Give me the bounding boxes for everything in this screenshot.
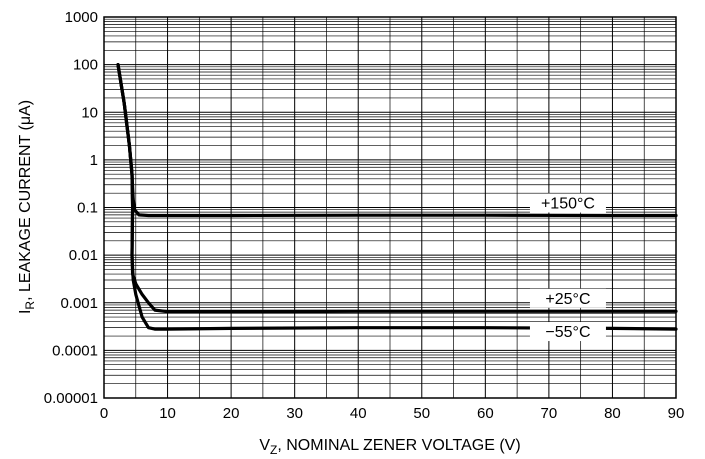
- series-layer: [116, 62, 678, 331]
- series-label-background: [529, 322, 606, 342]
- y-tick-label: 0.001: [60, 295, 98, 312]
- y-tick-label: 0.00001: [44, 390, 98, 407]
- x-tick-label: 10: [159, 405, 176, 422]
- series-label-background: [529, 288, 606, 308]
- x-tick-label: 20: [223, 405, 240, 422]
- y-tick-label: 0.01: [69, 247, 98, 264]
- x-tick-label: 80: [604, 405, 621, 422]
- y-tick-label: 10: [81, 104, 98, 121]
- plot-frame: [103, 16, 677, 399]
- y-axis-title: IR, LEAKAGE CURRENT (μA): [17, 100, 37, 314]
- y-tick-label: 1000: [65, 9, 98, 26]
- x-tick-label: 0: [100, 405, 108, 422]
- series-label: +150°C: [541, 196, 595, 213]
- x-tick-label: 60: [477, 405, 494, 422]
- x-tick-label: 90: [668, 405, 685, 422]
- series-labels: +150°C +25°C −55°C: [529, 193, 606, 342]
- x-axis-title: VZ, NOMINAL ZENER VOLTAGE (V): [259, 437, 520, 457]
- x-tick-label: 50: [413, 405, 430, 422]
- series-line: [116, 62, 678, 331]
- x-tick-label: 40: [350, 405, 367, 422]
- y-tick-label: 0.1: [77, 200, 98, 217]
- x-tick-label: 30: [286, 405, 303, 422]
- x-tick-labels: 0 10 20 30 40 50 60 70 80 90: [100, 405, 685, 422]
- y-tick-label: 100: [73, 57, 98, 74]
- x-tick-label: 70: [541, 405, 558, 422]
- series-label: −55°C: [545, 324, 590, 341]
- series-line: [116, 62, 678, 314]
- y-tick-label: 1: [90, 152, 98, 169]
- y-tick-labels: 0.00001 0.0001 0.001 0.01 0.1 1 10 100 1000: [44, 9, 98, 407]
- series-label: +25°C: [545, 291, 590, 308]
- series-label-background: [529, 193, 606, 213]
- y-tick-label: 0.0001: [52, 342, 98, 359]
